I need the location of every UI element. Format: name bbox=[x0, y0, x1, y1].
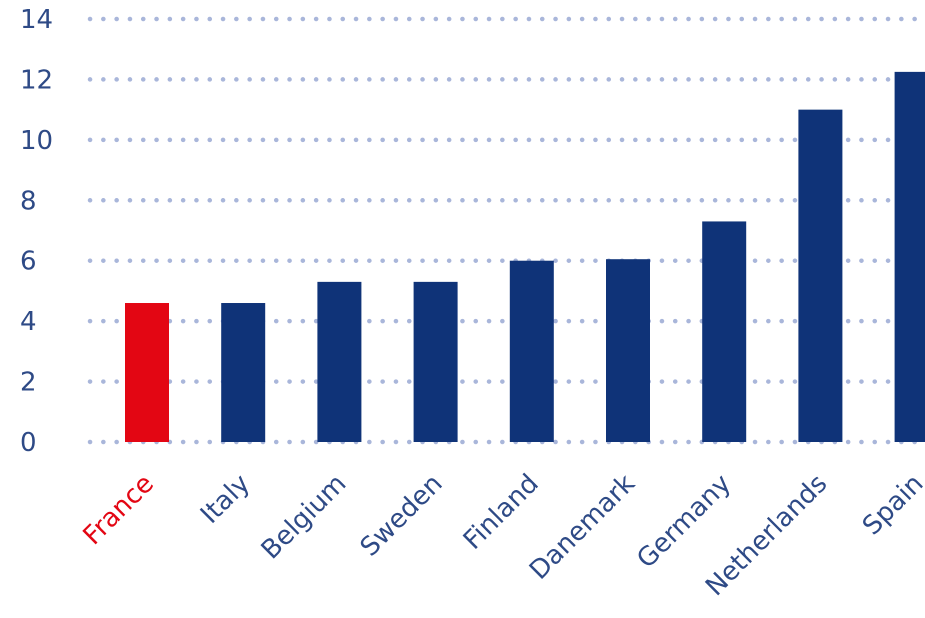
bar-germany bbox=[702, 221, 747, 442]
y-tick-label: 10 bbox=[20, 126, 53, 156]
y-axis: 0 2 4 6 8 10 12 14 bbox=[20, 5, 53, 458]
category-label-sweden: Sweden bbox=[355, 469, 449, 563]
y-tick-label: 2 bbox=[20, 368, 37, 398]
category-label-belgium: Belgium bbox=[256, 469, 353, 566]
category-label-france: France bbox=[78, 469, 160, 551]
bar-danemark bbox=[606, 259, 650, 442]
bar-netherlands bbox=[798, 109, 843, 443]
bar-sweden bbox=[413, 281, 458, 442]
category-label-italy: Italy bbox=[195, 469, 256, 530]
y-tick-label: 0 bbox=[20, 428, 37, 458]
y-tick-label: 4 bbox=[20, 307, 37, 337]
bar-belgium bbox=[317, 281, 362, 442]
y-tick-label: 14 bbox=[20, 5, 53, 35]
x-axis: France Italy Belgium Sweden FinlandDanemarkG… bbox=[78, 469, 925, 602]
bar-spain bbox=[894, 71, 925, 442]
bar-france bbox=[125, 303, 169, 442]
category-label-finland: Finland bbox=[458, 469, 545, 556]
y-tick-label: 8 bbox=[20, 186, 37, 216]
category-label-spain: Spain bbox=[857, 469, 925, 542]
bar-finland bbox=[509, 260, 554, 442]
y-tick-label: 6 bbox=[20, 247, 37, 277]
bar-italy bbox=[221, 303, 266, 442]
gridlines bbox=[87, 16, 918, 445]
bars bbox=[125, 71, 925, 443]
y-tick-label: 12 bbox=[20, 65, 53, 95]
category-label-danemark: Danemark bbox=[524, 469, 641, 586]
